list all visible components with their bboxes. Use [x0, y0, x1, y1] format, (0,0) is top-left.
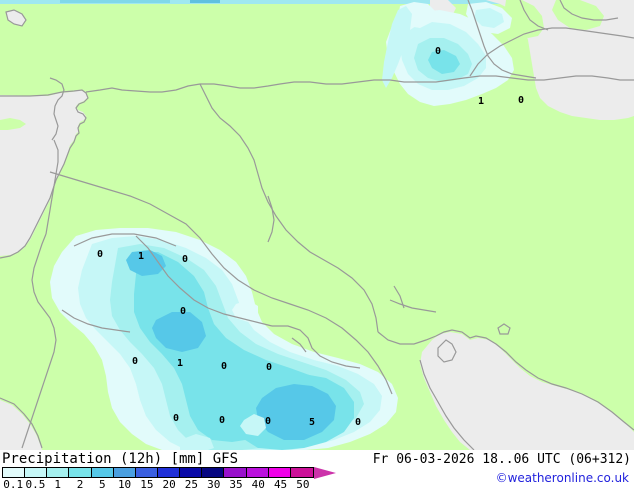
precip-lobe-ne-upper-inner	[474, 8, 504, 28]
legend-swatch-50	[290, 468, 313, 477]
top-edge-strip-c	[190, 0, 220, 3]
sea-bodies	[0, 0, 634, 450]
legend-tick-2: 2	[76, 478, 84, 491]
legend-swatch-10	[113, 468, 136, 477]
legend-swatch-45	[268, 468, 291, 477]
legend-tick-5: 5	[98, 478, 106, 491]
svg-text:1: 1	[138, 251, 144, 262]
legend-tick-10: 10	[117, 478, 132, 491]
legend-swatch-0.5	[25, 468, 48, 477]
legend-tick-20: 20	[162, 478, 176, 491]
forecast-datetime: Fr 06-03-2026 18..06 UTC (06+312)	[372, 452, 631, 467]
legend-swatch-1	[47, 468, 70, 477]
precip-cell-c	[180, 434, 214, 450]
precip-cell-a	[232, 300, 258, 322]
legend-swatch-20	[157, 468, 181, 477]
copyright-link[interactable]: ©weatheronline.co.uk	[495, 471, 629, 485]
legend-tick-35: 35	[229, 478, 243, 491]
legend-tick-1: 1	[54, 478, 62, 491]
contour-labels: 0 1 0 0 1 0 0 0 1 0 0 0 0 0 5 0	[97, 46, 524, 428]
legend-swatch-2	[69, 468, 92, 477]
precip-blob-sw-mid	[152, 312, 206, 352]
legend-swatch-0.1	[3, 468, 26, 477]
map-footer: Precipitation (12h) [mm] GFS Fr 06-03-20…	[0, 450, 634, 491]
precip-band-ne-2	[428, 50, 460, 74]
svg-text:0: 0	[182, 254, 188, 265]
legend-arrow-icon	[314, 467, 336, 479]
legend-swatch-30	[202, 468, 225, 477]
legend-tick-50: 50	[296, 478, 310, 491]
svg-text:0: 0	[180, 306, 186, 317]
legend-tick-25: 25	[184, 478, 199, 491]
legend-swatch-25	[180, 468, 203, 477]
svg-text:0: 0	[355, 417, 361, 428]
legend-tick-40: 40	[251, 478, 265, 491]
svg-text:0: 0	[173, 413, 179, 424]
svg-text:0: 0	[266, 362, 272, 373]
top-edge-strip-b	[60, 0, 170, 3]
map-borders	[0, 0, 634, 450]
legend-swatch-5	[91, 468, 114, 477]
precip-strip-ne	[382, 6, 412, 88]
legend-swatch-40	[246, 468, 269, 477]
svg-text:0: 0	[518, 95, 524, 106]
svg-text:0: 0	[435, 46, 441, 57]
precipitation-map[interactable]: 0 1 0 0 1 0 0 0 1 0 0 0 0 0 5 0	[0, 0, 634, 450]
precip-cell-b	[240, 414, 266, 436]
precipitation-contours	[50, 2, 514, 450]
svg-text:0: 0	[219, 415, 225, 426]
legend-color-bar	[2, 467, 314, 478]
legend-swatch-35	[224, 468, 247, 477]
legend-tick-45: 45	[273, 478, 288, 491]
svg-text:0: 0	[132, 356, 138, 367]
legend-tick-30: 30	[207, 478, 221, 491]
svg-text:0: 0	[265, 416, 271, 427]
legend-tick-15: 15	[140, 478, 154, 491]
precip-blob-se-5	[256, 384, 336, 440]
svg-text:1: 1	[478, 96, 484, 107]
precipitation-legend: 0.1 0.5 1 2 5 10 15 20 25 30 35 40 45 50	[2, 467, 342, 491]
svg-text:5: 5	[309, 417, 315, 428]
svg-text:0: 0	[97, 249, 103, 260]
map-canvas[interactable]: 0 1 0 0 1 0 0 0 1 0 0 0 0 0 5 0	[0, 0, 634, 450]
legend-tick-0.1: 0.1	[3, 478, 24, 491]
svg-text:1: 1	[177, 358, 183, 369]
precip-blob-sw-top	[126, 250, 166, 276]
top-edge-strip	[0, 0, 634, 4]
legend-tick-0.5: 0.5	[25, 478, 46, 491]
svg-text:0: 0	[221, 361, 227, 372]
page-title: Precipitation (12h) [mm] GFS	[2, 451, 239, 467]
legend-swatch-15	[135, 468, 158, 477]
